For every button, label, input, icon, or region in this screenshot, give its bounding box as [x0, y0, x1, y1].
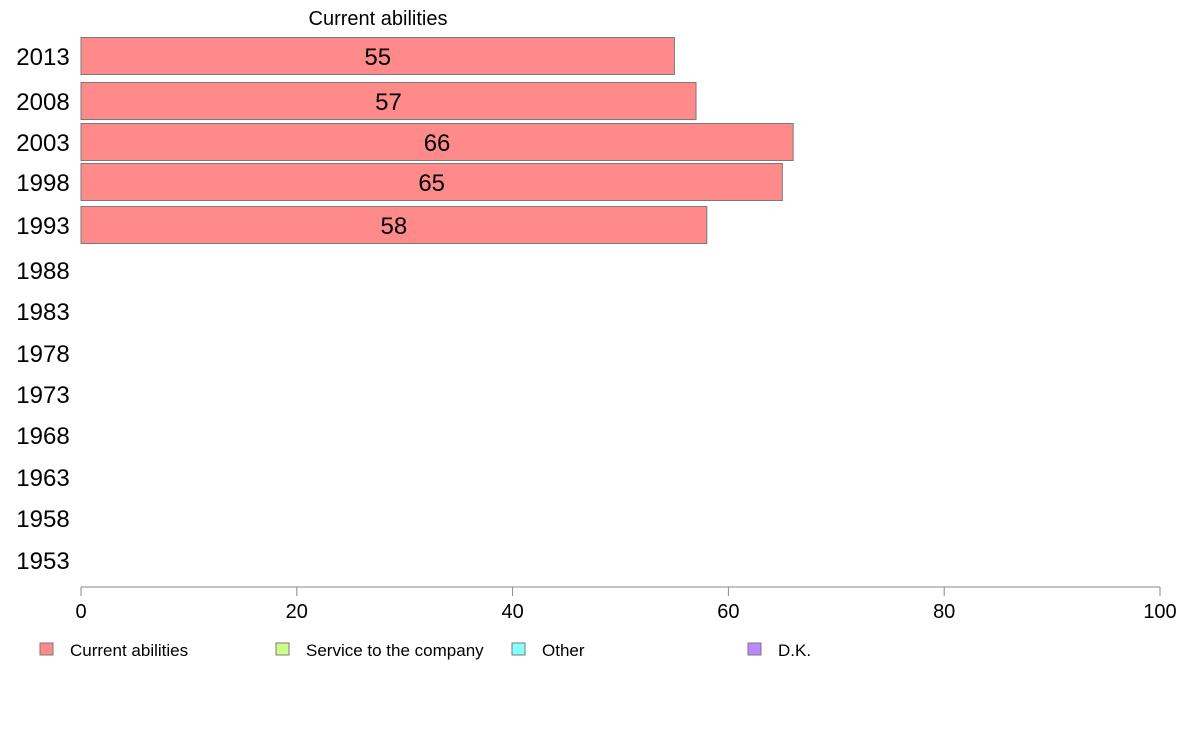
- year-label: 1973: [16, 382, 69, 409]
- legend-label: D.K.: [778, 641, 811, 660]
- year-label: 1998: [16, 170, 69, 197]
- x-tick-label: 40: [501, 601, 523, 623]
- year-label: 1983: [16, 299, 69, 326]
- year-label: 2003: [16, 130, 69, 157]
- legend-label: Other: [542, 641, 585, 660]
- bar-value-label: 57: [375, 89, 402, 116]
- series-title: Current abilities: [309, 8, 448, 30]
- bar: [80, 123, 794, 161]
- year-label: 1953: [16, 548, 69, 575]
- year-label: 1993: [16, 213, 69, 240]
- legend-swatch: [511, 642, 526, 656]
- bar: [80, 206, 708, 244]
- bar-labels: 55 57 66 65 58: [364, 44, 450, 240]
- x-tick-label: 100: [1143, 601, 1176, 623]
- bar: [80, 163, 783, 201]
- bar-value-label: 66: [424, 130, 451, 157]
- x-tick-label: 80: [933, 601, 955, 623]
- legend-label: Service to the company: [306, 641, 484, 660]
- year-label: 1963: [16, 465, 69, 492]
- legend-swatch: [39, 642, 54, 656]
- bar-value-label: 55: [364, 44, 391, 71]
- bars: [80, 37, 794, 244]
- x-tick-label: 20: [286, 601, 308, 623]
- bar: [80, 82, 697, 120]
- bar-value-label: 58: [381, 213, 408, 240]
- year-label: 1978: [16, 341, 69, 368]
- bar: [80, 37, 675, 75]
- legend-label: Current abilities: [70, 641, 188, 660]
- year-label: 2008: [16, 89, 69, 116]
- year-label: 1958: [16, 506, 69, 533]
- year-labels: 2013 2008 2003 1998 1993 1988 1983 1978 1973 1968…: [16, 44, 69, 575]
- x-tick-label: 60: [717, 601, 739, 623]
- legend-swatch: [747, 642, 762, 656]
- year-label: 2013: [16, 44, 69, 71]
- year-label: 1968: [16, 423, 69, 450]
- bar-value-label: 65: [418, 170, 445, 197]
- legend-swatch: [275, 642, 290, 656]
- legend: Current abilities Service to the company O…: [39, 641, 811, 660]
- year-label: 1988: [16, 258, 69, 285]
- x-tick-label: 0: [75, 601, 86, 623]
- x-axis: 0 20 40 60 80 100: [75, 586, 1177, 623]
